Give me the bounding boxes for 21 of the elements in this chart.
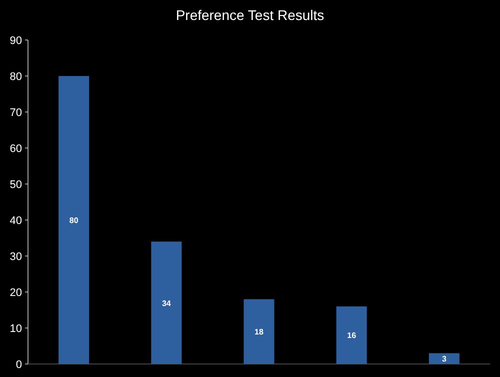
data-label: 80 (69, 216, 79, 225)
y-tick-label: 80 (10, 71, 22, 83)
y-tick-label: 40 (10, 215, 22, 227)
y-tick-label: 10 (10, 323, 22, 335)
chart-title: Preference Test Results (176, 7, 324, 23)
y-tick-label: 50 (10, 179, 22, 191)
data-label: 18 (254, 328, 264, 337)
bar (428, 353, 460, 364)
y-tick-label: 0 (16, 359, 22, 371)
data-label: 3 (442, 354, 447, 364)
bar (58, 76, 90, 364)
bar (244, 299, 274, 364)
y-tick-label: 90 (10, 35, 22, 47)
y-tick-label: 60 (10, 143, 22, 155)
y-tick-label: 20 (10, 287, 22, 299)
data-label: 34 (162, 298, 172, 308)
data-label: 16 (347, 331, 357, 340)
bar (151, 242, 182, 364)
y-tick-label: 70 (10, 107, 22, 119)
bar (336, 306, 367, 364)
y-tick-label: 30 (10, 251, 22, 263)
